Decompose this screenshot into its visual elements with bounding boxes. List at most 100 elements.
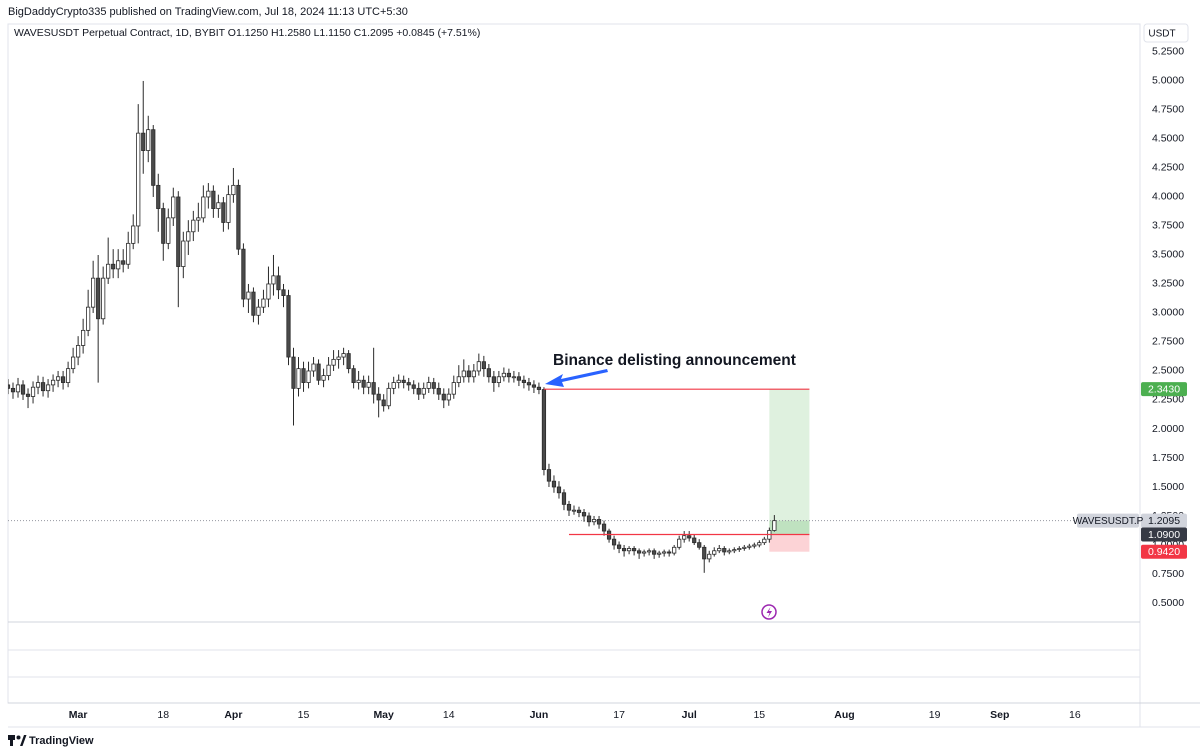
candle-body [621,548,627,552]
candle-body [45,384,51,392]
candle-body [60,376,66,383]
candle-body [241,248,246,300]
candle-body [211,190,216,209]
candle-body [511,376,516,379]
candle-body [461,370,466,378]
candle-body [296,368,301,389]
y-tick-label: 3.5000 [1152,249,1184,261]
candle-body [331,358,336,366]
footer: TradingView [29,735,94,747]
candle-body [727,550,732,553]
candle-body [341,353,346,358]
candle-body [451,382,456,395]
candle-body [50,379,56,386]
x-tick-label: Jun [530,709,549,721]
y-tick-label: 0.5000 [1152,597,1184,609]
annotation-arrow [545,369,608,387]
candle-body [206,190,211,198]
candle-body [15,384,21,393]
candle-body [186,231,191,242]
candle-body [76,345,81,358]
candle-body [576,509,582,513]
candle-body [441,393,446,401]
candle-body [20,384,26,395]
candle-body [216,202,221,209]
candle-body [301,368,306,383]
loss-zone [769,534,810,552]
candle-body [682,535,687,540]
candle-body [471,370,476,378]
candle-body [81,329,86,346]
candle-body [221,202,226,223]
candle-body [311,363,316,372]
candle-body [156,184,161,209]
candle-body [446,393,451,401]
candle-body [96,277,101,320]
candle-body [712,550,717,555]
candle-body [121,260,126,265]
candle-body [106,263,111,279]
price-tag-label: 1.0900 [1148,529,1180,541]
candle-body [326,364,331,377]
candle-body [426,382,431,389]
candle-body [66,368,71,383]
candle-body [757,542,762,546]
candle-body [116,260,121,270]
price-tag [1141,382,1187,397]
candle-body [391,382,396,389]
candle-body [271,275,276,285]
y-tick-label: 4.5000 [1152,133,1184,145]
candle-body [351,368,356,383]
plot-area [8,80,1140,573]
candle-body [667,551,672,554]
symbol-tag-label: WAVESUSDT.P [1073,516,1144,527]
candle-body [596,519,602,525]
candle-body [571,509,577,512]
unit-box[interactable] [1143,23,1189,43]
candle-body [136,132,141,227]
candle-body [316,363,321,381]
candle-body [566,503,572,511]
x-tick-label: Aug [834,709,854,721]
candle-body [737,548,742,551]
candle-body [521,379,527,383]
price-tag-label: 1.2095 [1148,515,1180,527]
x-tick-label: 15 [298,709,310,721]
y-tick-label: 2.0000 [1152,423,1184,435]
y-tick-label: 4.0000 [1152,191,1184,203]
x-tick-label: May [373,709,394,721]
candle-body [687,535,692,539]
candle-body [672,546,677,554]
y-tick-label: 3.2500 [1152,278,1184,290]
candle-body [196,217,201,221]
candle-body [401,379,406,383]
candle-body [111,263,116,270]
candle-body [561,492,567,505]
candle-body [581,512,587,517]
candle-body [642,551,647,554]
candle-body [406,382,411,386]
candle-body [30,386,36,397]
candle-body [601,523,607,532]
event-icon[interactable] [761,604,777,620]
candle-body [476,361,481,372]
candle-body [71,356,76,370]
annotation-text: Binance delisting announcement [553,352,796,369]
y-tick-label: 0.7500 [1152,568,1184,580]
candle-body [191,219,196,233]
candle-body [281,289,286,296]
candle-body [652,550,657,555]
candle-body [707,553,712,560]
candle-body [251,291,256,316]
candle-body [657,552,662,555]
candle-body [151,129,156,186]
x-tick-label: 15 [753,709,765,721]
candle-body [40,382,46,392]
axis-unit: USDT [1148,29,1175,40]
candle-body [416,387,421,395]
y-tick-label: 3.7500 [1152,220,1184,232]
candle-body [551,480,557,488]
candle-body [692,537,697,544]
y-tick-label: 1.7500 [1152,452,1184,464]
